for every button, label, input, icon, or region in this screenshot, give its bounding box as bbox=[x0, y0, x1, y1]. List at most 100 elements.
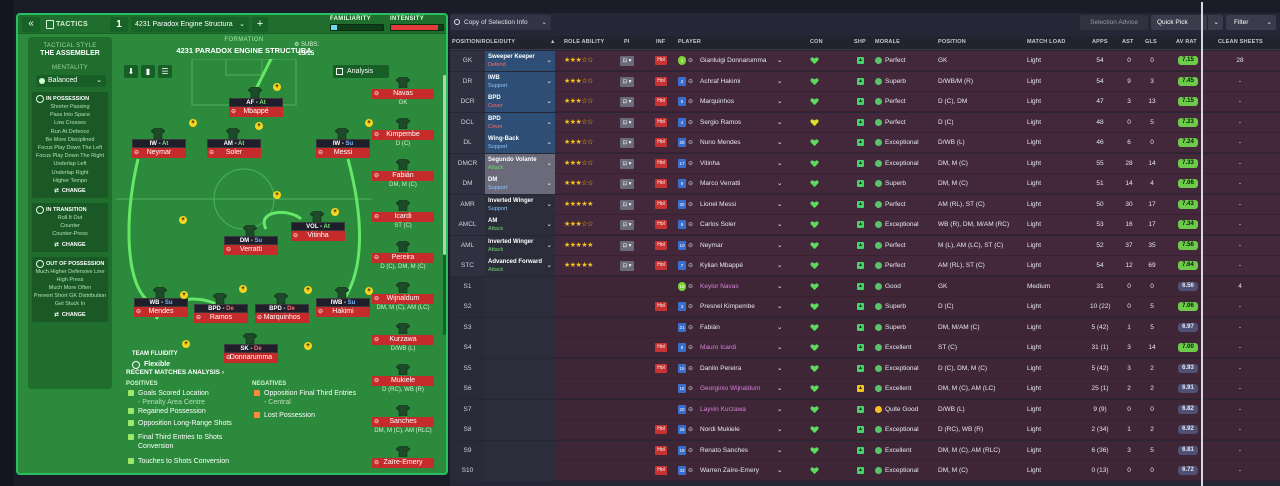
player-name[interactable]: Marco Verratti bbox=[700, 180, 741, 187]
player-name[interactable]: Neymar bbox=[700, 241, 723, 249]
table-row[interactable]: S4 Hol 9 ⊖ Mauro Icardi ⌄ ▲ Excellent ST (C) Ligh… bbox=[450, 338, 1280, 358]
sub-name[interactable]: ⊖ Kimpembe bbox=[372, 130, 434, 140]
table-row[interactable]: S6 18 ⊖ Georginio Wijnaldum ⌄ ▲ Excellent DM, M… bbox=[450, 379, 1280, 399]
player-name[interactable]: ⊖ Vitinha bbox=[291, 231, 345, 241]
warning-icon[interactable]: + bbox=[255, 122, 263, 130]
formation-name[interactable]: 4231 PARADOX ENGINE STRUCTURA bbox=[176, 46, 312, 55]
role-duty-select[interactable]: BPD Cover ⌄ bbox=[485, 92, 555, 112]
collapse-panel-button[interactable]: « bbox=[22, 17, 40, 32]
substitute-card[interactable]: ⊖ Pereira D (C), DM, M (C) bbox=[372, 241, 434, 281]
table-row[interactable]: AMR Inverted Winger Support ⌄ ★★★★★ ⊡ ▾ Hol 30 ⊖… bbox=[450, 194, 1280, 215]
role-duty-select[interactable]: BPD Cover ⌄ bbox=[485, 112, 555, 133]
table-row[interactable]: AMCL AM Attack ⌄ ★★★☆☆ ⊡ ▾ Hol 8 ⊖ Carlos Soler ⌄ ▲… bbox=[450, 215, 1280, 235]
role-duty-select[interactable]: AM Attack ⌄ bbox=[485, 215, 555, 235]
chevron-down-icon[interactable]: ⌄ bbox=[777, 364, 783, 372]
player-instructions-icon[interactable]: ⊡ ▾ bbox=[620, 138, 634, 148]
player-name[interactable]: ⊖ Neymar bbox=[132, 148, 186, 158]
player-name[interactable]: Marquinhos bbox=[700, 98, 734, 105]
role-duty-select[interactable]: IWB Support ⌄ bbox=[485, 71, 555, 92]
out-of-possession-change-button[interactable]: ⇄ CHANGE bbox=[32, 311, 108, 320]
warning-icon[interactable]: + bbox=[179, 216, 187, 224]
table-row[interactable]: DMCR Segundo Volante Attack ⌄ ★★★☆☆ ⊡ ▾ Hol 17 ⊖… bbox=[450, 153, 1280, 174]
role-duty-select[interactable] bbox=[485, 461, 555, 481]
stats-tool-button[interactable]: ▮ bbox=[141, 65, 155, 78]
substitute-card[interactable]: ⊖ Mukiele D (RC), WB (R) bbox=[372, 364, 434, 404]
sub-name[interactable]: ⊖ Fabián bbox=[372, 171, 434, 181]
player-name[interactable]: Renato Sanches bbox=[700, 446, 749, 454]
chevron-down-icon[interactable]: ⌄ bbox=[777, 467, 783, 474]
col-shp[interactable]: SHP bbox=[854, 39, 866, 45]
player-name[interactable]: Danilo Pereira bbox=[700, 364, 742, 372]
col-role-ability[interactable]: ROLE ABILITY bbox=[564, 39, 605, 45]
role-duty-select[interactable]: Wing-Back Support ⌄ bbox=[485, 133, 555, 153]
chevron-down-icon[interactable]: ⌄ bbox=[777, 262, 783, 269]
col-ast[interactable]: AST bbox=[1122, 39, 1134, 45]
player-name[interactable]: Nordi Mukiele bbox=[700, 426, 740, 433]
role-duty-select[interactable]: Inverted Winger Support ⌄ bbox=[485, 194, 555, 215]
tactics-tab[interactable]: TACTICS bbox=[44, 17, 106, 32]
col-con[interactable]: CON bbox=[810, 39, 823, 45]
warning-icon[interactable]: + bbox=[239, 285, 247, 293]
chevron-down-icon[interactable]: ⌄ bbox=[777, 180, 783, 187]
warning-icon[interactable]: + bbox=[273, 191, 281, 199]
roles-tool-button[interactable]: ☰ bbox=[158, 65, 172, 78]
role-duty-select[interactable]: Inverted Winger Attack ⌄ bbox=[485, 235, 555, 256]
chevron-down-icon[interactable]: ⌄ bbox=[777, 405, 783, 413]
mentality-select[interactable]: Balanced ⌄ bbox=[36, 75, 106, 87]
player-name[interactable]: ⊖ Messi bbox=[316, 148, 370, 158]
warning-icon[interactable]: + bbox=[182, 340, 190, 348]
chevron-down-icon[interactable]: ⌄ bbox=[777, 385, 783, 392]
col-position[interactable]: POSITION bbox=[938, 39, 966, 45]
subs-scrollbar[interactable] bbox=[443, 75, 446, 335]
player-name[interactable]: Achraf Hakimi bbox=[700, 77, 741, 85]
player-name[interactable]: Sergio Ramos bbox=[700, 118, 742, 126]
table-row[interactable]: STC Advanced Forward Attack ⌄ ★★★★★ ⊡ ▾ Hol 7 ⊖ K… bbox=[450, 256, 1280, 276]
selection-advice-button[interactable]: Selection Advice bbox=[1080, 15, 1148, 30]
table-row[interactable]: S7 20 ⊖ Layvin Kurzawa ⌄ ▲ Quite Good D/WB (L) L… bbox=[450, 399, 1280, 420]
col-match-load[interactable]: MATCH LOAD bbox=[1027, 39, 1066, 45]
chevron-down-icon[interactable]: ⌄ bbox=[777, 118, 783, 126]
chevron-down-icon[interactable]: ⌄ bbox=[1206, 15, 1219, 30]
chevron-down-icon[interactable]: ⌄ bbox=[777, 77, 783, 85]
player-name[interactable]: Presnel Kimpembe bbox=[700, 303, 755, 310]
role-duty-select[interactable] bbox=[485, 440, 555, 461]
col-av-rat[interactable]: AV RAT bbox=[1176, 39, 1197, 45]
player-name[interactable]: Keylor Navas bbox=[700, 282, 739, 290]
table-row[interactable]: S2 Hol 3 ⊖ Presnel Kimpembe ⌄ ▲ Superb D (C) Ligh… bbox=[450, 297, 1280, 317]
quick-pick-button[interactable]: Quick Pick ⌄ bbox=[1151, 15, 1223, 30]
in-possession-change-button[interactable]: ⇄ CHANGE bbox=[32, 187, 108, 196]
role-duty-select[interactable] bbox=[485, 276, 555, 297]
player-instructions-icon[interactable]: ⊡ ▾ bbox=[620, 76, 634, 87]
instructions-tool-button[interactable]: ⬇ bbox=[124, 65, 138, 78]
player-name[interactable]: ⊖ Ramos bbox=[194, 313, 248, 323]
player-name[interactable]: ⊖ Verratti bbox=[224, 245, 278, 255]
player-name[interactable]: Layvin Kurzawa bbox=[700, 405, 746, 413]
role-duty-select[interactable] bbox=[485, 338, 555, 358]
sub-name[interactable]: ⊖ Zaïre-Emery bbox=[372, 458, 434, 468]
sub-name[interactable]: ⊖ Wijnaldum bbox=[372, 294, 434, 304]
warning-icon[interactable]: + bbox=[304, 342, 312, 350]
table-row[interactable]: GK Sweeper Keeper Defend ⌄ ★★★☆☆ ⊡ ▾ Hol 1 ⊖ Gian… bbox=[450, 51, 1280, 71]
col-inf[interactable]: INF bbox=[656, 39, 666, 45]
substitute-card[interactable]: ⊖ Fabián DM, M (C) bbox=[372, 159, 434, 199]
in-transition-change-button[interactable]: ⇄ CHANGE bbox=[32, 241, 108, 250]
col-player[interactable]: PLAYER bbox=[678, 39, 702, 45]
tactic-slot-number[interactable]: 1 bbox=[110, 17, 128, 32]
table-row[interactable]: S10 Hol 33 ⊖ Warren Zaïre-Emery ⌄ ▲ Exceptional… bbox=[450, 461, 1280, 481]
warning-icon[interactable]: + bbox=[189, 119, 197, 127]
col-gls[interactable]: GLS bbox=[1145, 39, 1157, 45]
substitute-card[interactable]: ⊖ Icardi ST (C) bbox=[372, 200, 434, 240]
warning-icon[interactable]: + bbox=[365, 119, 373, 127]
substitute-card[interactable]: ⊖ Zaïre-Emery bbox=[372, 446, 434, 473]
substitute-card[interactable]: ⊖ Wijnaldum DM, M (C), AM (LC) bbox=[372, 282, 434, 322]
player-name[interactable]: ⊖ Donnarumma bbox=[224, 353, 278, 363]
player-name[interactable]: Mauro Icardi bbox=[700, 344, 737, 351]
role-duty-select[interactable] bbox=[485, 399, 555, 420]
intensity-bar[interactable] bbox=[390, 24, 444, 31]
role-duty-select[interactable] bbox=[485, 297, 555, 317]
chevron-down-icon[interactable]: ⌄ bbox=[777, 241, 783, 249]
col-clean-sheets[interactable]: CLEAN SHEETS bbox=[1218, 39, 1263, 45]
player-instructions-icon[interactable]: ⊡ ▾ bbox=[620, 179, 634, 189]
tactic-select[interactable]: 4231 Paradox Engine Structura ⌄ bbox=[131, 17, 249, 32]
table-row[interactable]: DR IWB Support ⌄ ★★★☆☆ ⊡ ▾ Hol 2 ⊖ Achraf Hakimi ⌄… bbox=[450, 71, 1280, 92]
